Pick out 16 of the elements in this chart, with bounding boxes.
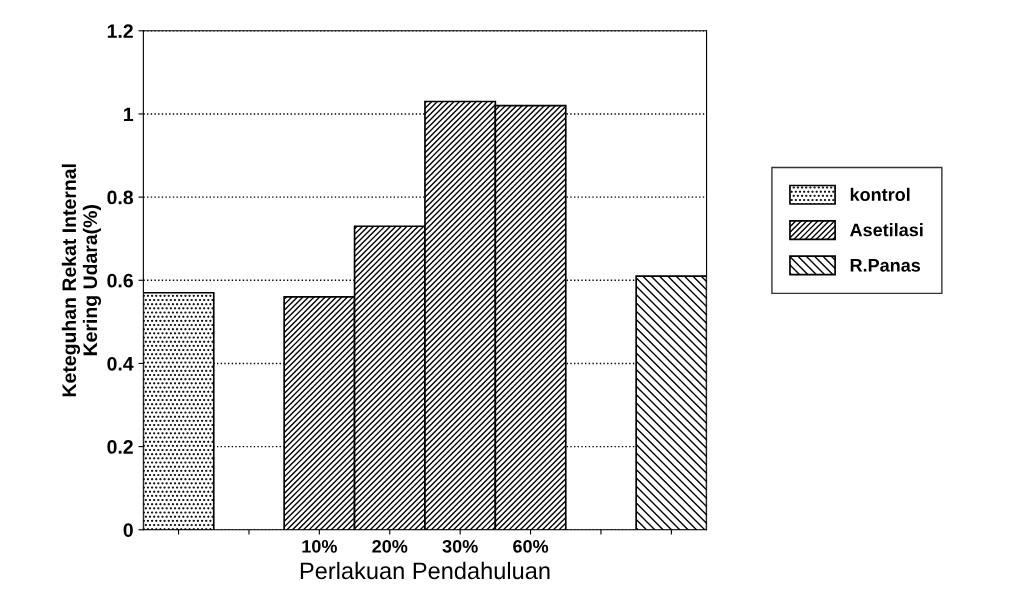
- legend-label: Asetilasi: [850, 223, 923, 237]
- y-tick-label: 0.2: [107, 440, 133, 454]
- x-tick-label: 30%: [442, 539, 478, 553]
- y-tick-label: 0.8: [107, 190, 134, 205]
- y-tick-label: 0.4: [107, 356, 134, 371]
- y-tick-label: 1: [124, 107, 134, 122]
- legend-label: R.Panas: [850, 259, 921, 272]
- x-tick-label: 10%: [302, 539, 337, 553]
- y-axis-title: Keteguhan Rekat Internal Kering Udara(%): [61, 164, 102, 397]
- y-tick-label: 0: [123, 523, 133, 537]
- y-tick-label: 0.6: [107, 273, 133, 288]
- x-tick-label: 60%: [513, 539, 549, 553]
- x-axis-title: Perlakuan Pendahuluan: [300, 561, 550, 580]
- y-tick-label: 1.2: [107, 24, 133, 38]
- legend-label: kontrol: [850, 187, 910, 202]
- x-tick-label: 20%: [372, 539, 408, 553]
